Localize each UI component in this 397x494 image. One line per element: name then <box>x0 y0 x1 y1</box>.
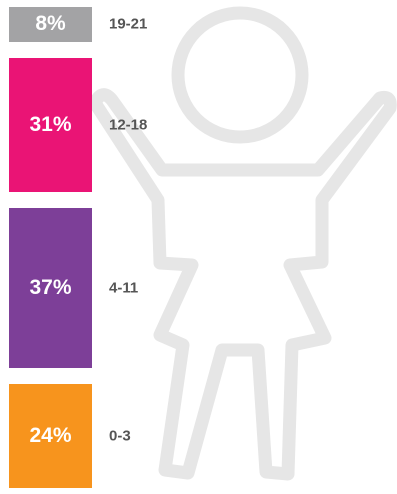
bar-19-21: 8% <box>9 7 92 42</box>
bar-0-3: 24% <box>9 384 92 488</box>
bar-value-label: 31% <box>29 112 72 136</box>
bar-4-11: 37% <box>9 207 92 369</box>
category-label: 12-18 <box>109 116 148 134</box>
bar-value-label: 24% <box>29 424 72 448</box>
category-label: 4-11 <box>109 279 139 297</box>
bar-value-label: 8% <box>35 12 66 36</box>
category-label: 19-21 <box>109 15 148 33</box>
bar-12-18: 31% <box>9 57 92 192</box>
bar-value-label: 37% <box>29 275 72 299</box>
category-label: 0-3 <box>109 427 131 445</box>
